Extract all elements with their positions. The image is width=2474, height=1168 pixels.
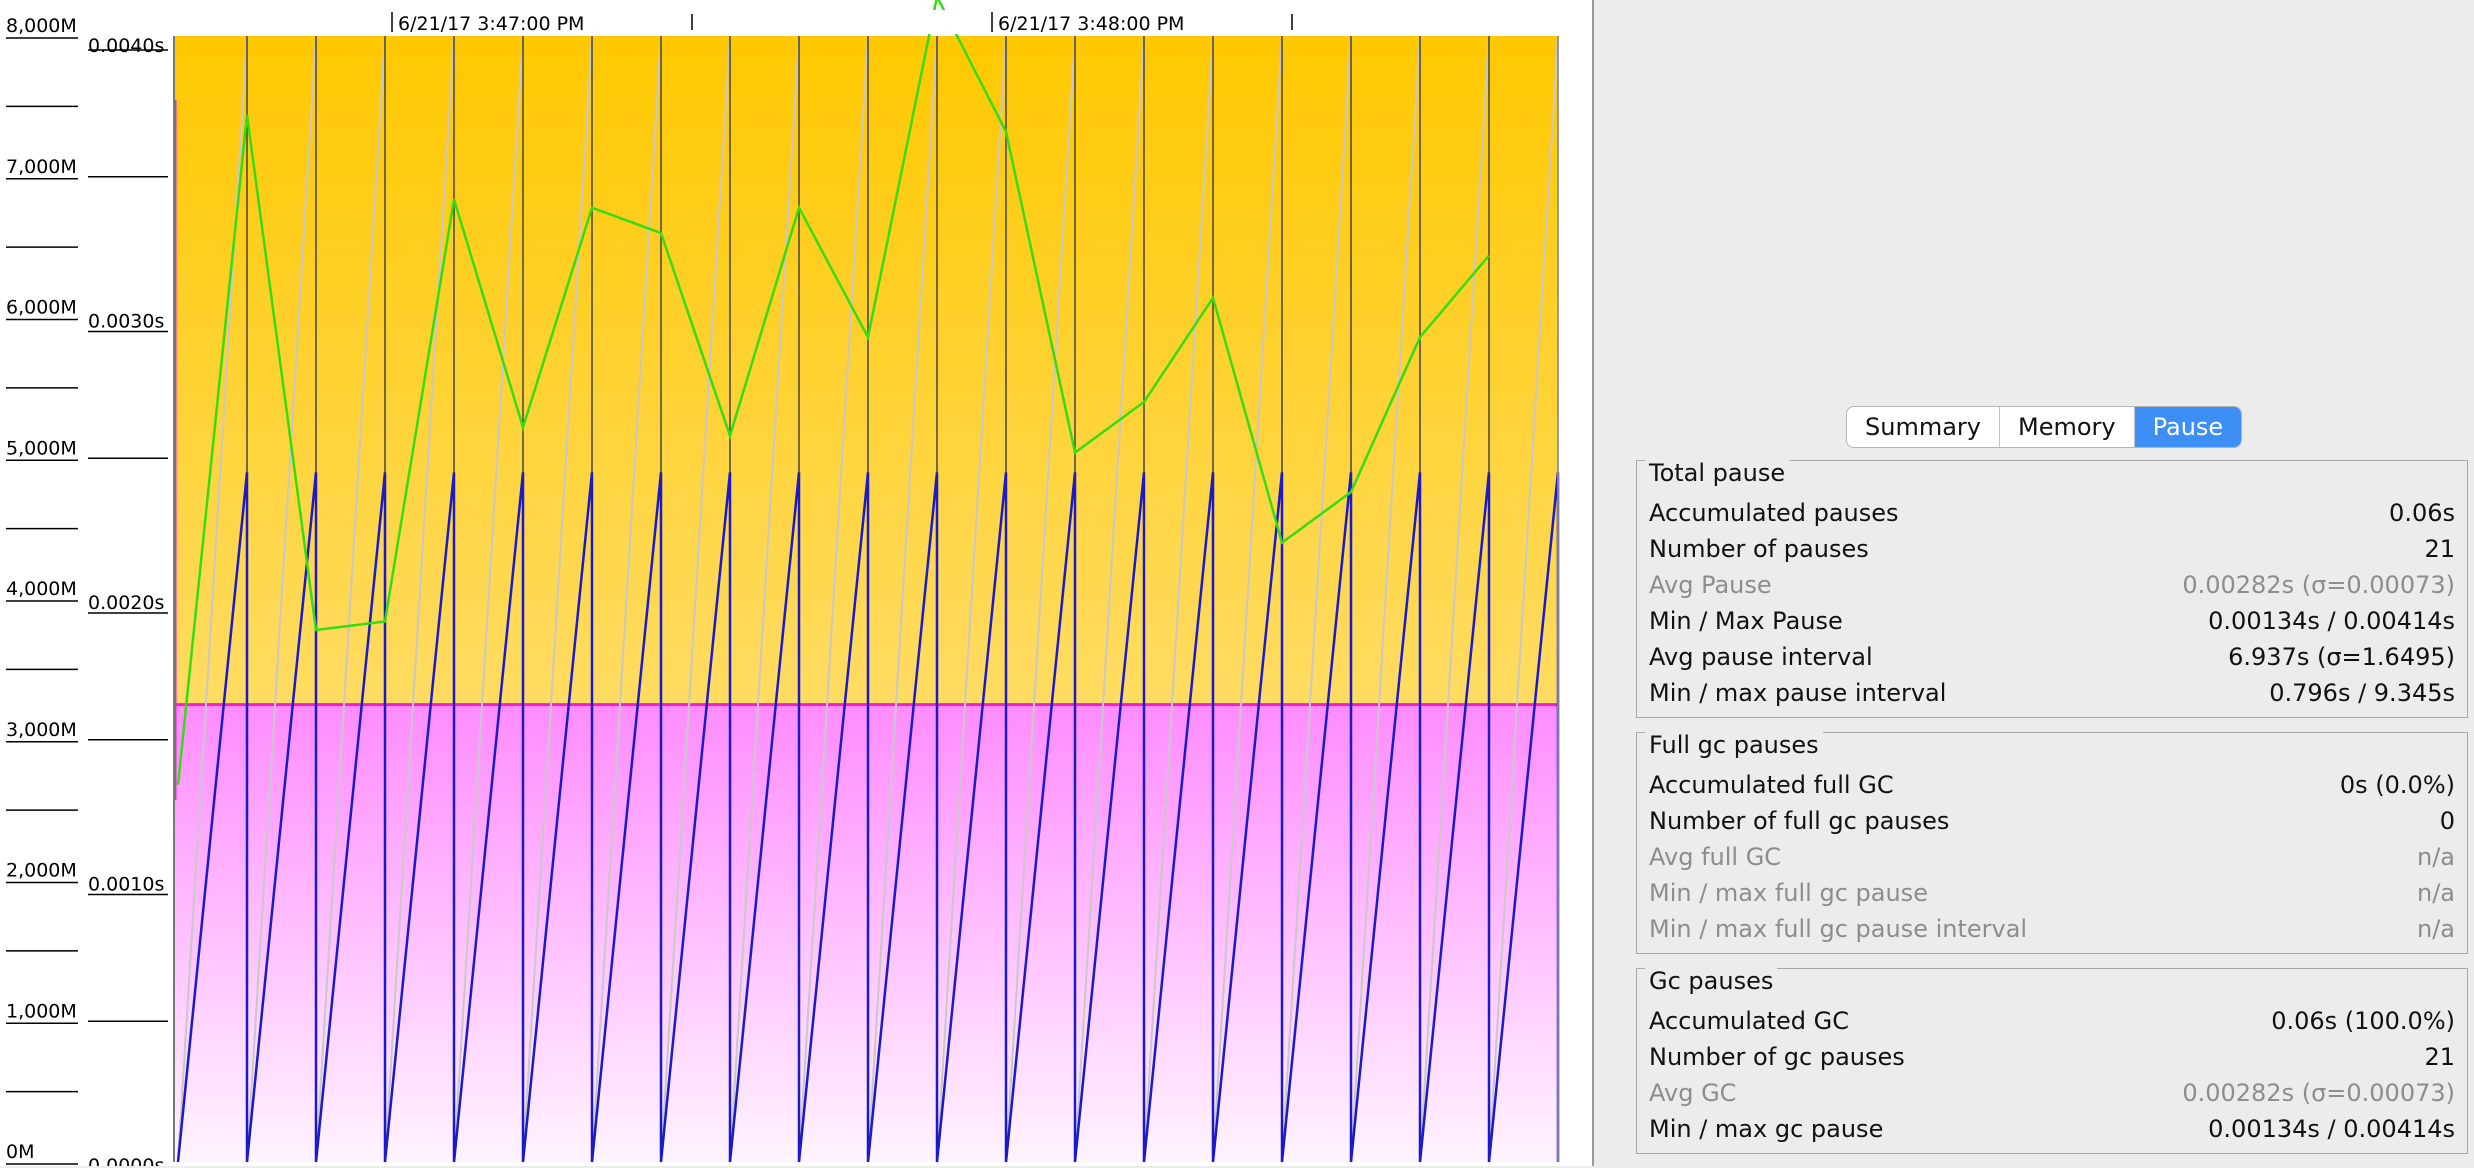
stat-row: Min / Max Pause 0.00134s / 0.00414s xyxy=(1649,603,2455,639)
stat-row: Avg GC 0.00282s (σ=0.00073) xyxy=(1649,1075,2455,1111)
stat-label: Number of gc pauses xyxy=(1649,1043,1905,1071)
stat-row: Avg pause interval 6.937s (σ=1.6495) xyxy=(1649,639,2455,675)
stat-value: n/a xyxy=(2417,843,2455,871)
stat-row: Min / max full gc pause n/a xyxy=(1649,875,2455,911)
memory-tick-label: 3,000M xyxy=(6,719,77,741)
pause-statistics: Total pause Accumulated pauses 0.06s Number… xyxy=(1636,460,2468,1168)
stat-label: Min / max full gc pause interval xyxy=(1649,915,2027,943)
group-title: Gc pauses xyxy=(1645,967,1777,995)
stat-row: Accumulated full GC 0s (0.0%) xyxy=(1649,767,2455,803)
pause-tick-label: 0.0030s xyxy=(88,311,164,333)
stat-value: n/a xyxy=(2417,879,2455,907)
stat-value: 0.00282s (σ=0.00073) xyxy=(2182,571,2455,599)
time-label: 6/21/17 3:48:00 PM xyxy=(998,13,1184,35)
stat-label: Min / max full gc pause xyxy=(1649,879,1928,907)
stat-value: 0s (0.0%) xyxy=(2340,771,2455,799)
memory-tick-label: 0M xyxy=(6,1141,34,1163)
stat-row: Number of pauses 21 xyxy=(1649,531,2455,567)
memory-tick-label: 8,000M xyxy=(6,15,77,37)
pause-tick-label: 0.0040s xyxy=(88,35,164,57)
stat-value: 6.937s (σ=1.6495) xyxy=(2228,643,2455,671)
stat-label: Accumulated pauses xyxy=(1649,499,1899,527)
group-title: Full gc pauses xyxy=(1645,731,1823,759)
time-label: 6/21/17 3:47:00 PM xyxy=(398,13,584,35)
stat-value: 0.00134s / 0.00414s xyxy=(2208,1115,2455,1143)
gc-chart: 8,000M 7,000M 6,000M 5,000M 4,000M 3,000M 2,00… xyxy=(0,0,1592,1166)
stat-row: Number of full gc pauses 0 xyxy=(1649,803,2455,839)
stat-value: n/a xyxy=(2417,915,2455,943)
memory-tick-label: 5,000M xyxy=(6,437,77,459)
stat-label: Avg GC xyxy=(1649,1079,1736,1107)
pause-tick-label: 0.0000s xyxy=(88,1155,164,1166)
memory-tick-label: 1,000M xyxy=(6,1000,77,1022)
stat-label: Number of full gc pauses xyxy=(1649,807,1949,835)
stat-value: 0.00282s (σ=0.00073) xyxy=(2182,1079,2455,1107)
stat-value: 0.06s xyxy=(2389,499,2455,527)
stat-value: 21 xyxy=(2424,1043,2455,1071)
memory-tick-label: 2,000M xyxy=(6,860,77,882)
stat-label: Min / Max Pause xyxy=(1649,607,1843,635)
stat-value: 21 xyxy=(2424,535,2455,563)
gc-chart-panel[interactable]: 8,000M 7,000M 6,000M 5,000M 4,000M 3,000M 2,00… xyxy=(0,0,1594,1166)
stat-row: Min / max pause interval 0.796s / 9.345s xyxy=(1649,675,2455,711)
stat-row: Avg Pause 0.00282s (σ=0.00073) xyxy=(1649,567,2455,603)
group-gc-pauses: Gc pauses Accumulated GC 0.06s (100.0%) Num… xyxy=(1636,968,2468,1154)
tab-summary[interactable]: Summary xyxy=(1847,407,2000,447)
stat-label: Accumulated full GC xyxy=(1649,771,1894,799)
stat-label: Avg full GC xyxy=(1649,843,1781,871)
time-axis-band xyxy=(174,10,1558,34)
memory-tick-label: 6,000M xyxy=(6,297,77,319)
stat-row: Accumulated pauses 0.06s xyxy=(1649,495,2455,531)
tab-pause[interactable]: Pause xyxy=(2135,407,2242,447)
group-full-gc-pauses: Full gc pauses Accumulated full GC 0s (0.0… xyxy=(1636,732,2468,954)
stat-value: 0.06s (100.0%) xyxy=(2271,1007,2455,1035)
group-title: Total pause xyxy=(1645,459,1789,487)
stat-value: 0.796s / 9.345s xyxy=(2269,679,2455,707)
stat-label: Avg Pause xyxy=(1649,571,1772,599)
group-total-pause: Total pause Accumulated pauses 0.06s Number… xyxy=(1636,460,2468,718)
stat-label: Min / max pause interval xyxy=(1649,679,1946,707)
stat-label: Accumulated GC xyxy=(1649,1007,1849,1035)
stat-value: 0.00134s / 0.00414s xyxy=(2208,607,2455,635)
stat-row: Avg full GC n/a xyxy=(1649,839,2455,875)
stat-row: Min / max gc pause 0.00134s / 0.00414s xyxy=(1649,1111,2455,1147)
pause-tick-label: 0.0010s xyxy=(88,874,164,896)
stat-row: Number of gc pauses 21 xyxy=(1649,1039,2455,1075)
pause-tick-label: 0.0020s xyxy=(88,592,164,614)
stat-label: Number of pauses xyxy=(1649,535,1869,563)
stat-label: Min / max gc pause xyxy=(1649,1115,1883,1143)
stat-value: 0 xyxy=(2440,807,2455,835)
stat-row: Accumulated GC 0.06s (100.0%) xyxy=(1649,1003,2455,1039)
memory-tick-label: 4,000M xyxy=(6,578,77,600)
stat-row: Min / max full gc pause interval n/a xyxy=(1649,911,2455,947)
stat-label: Avg pause interval xyxy=(1649,643,1873,671)
memory-tick-label: 7,000M xyxy=(6,156,77,178)
tab-memory[interactable]: Memory xyxy=(2000,407,2135,447)
used-heap-series xyxy=(178,472,1558,1162)
